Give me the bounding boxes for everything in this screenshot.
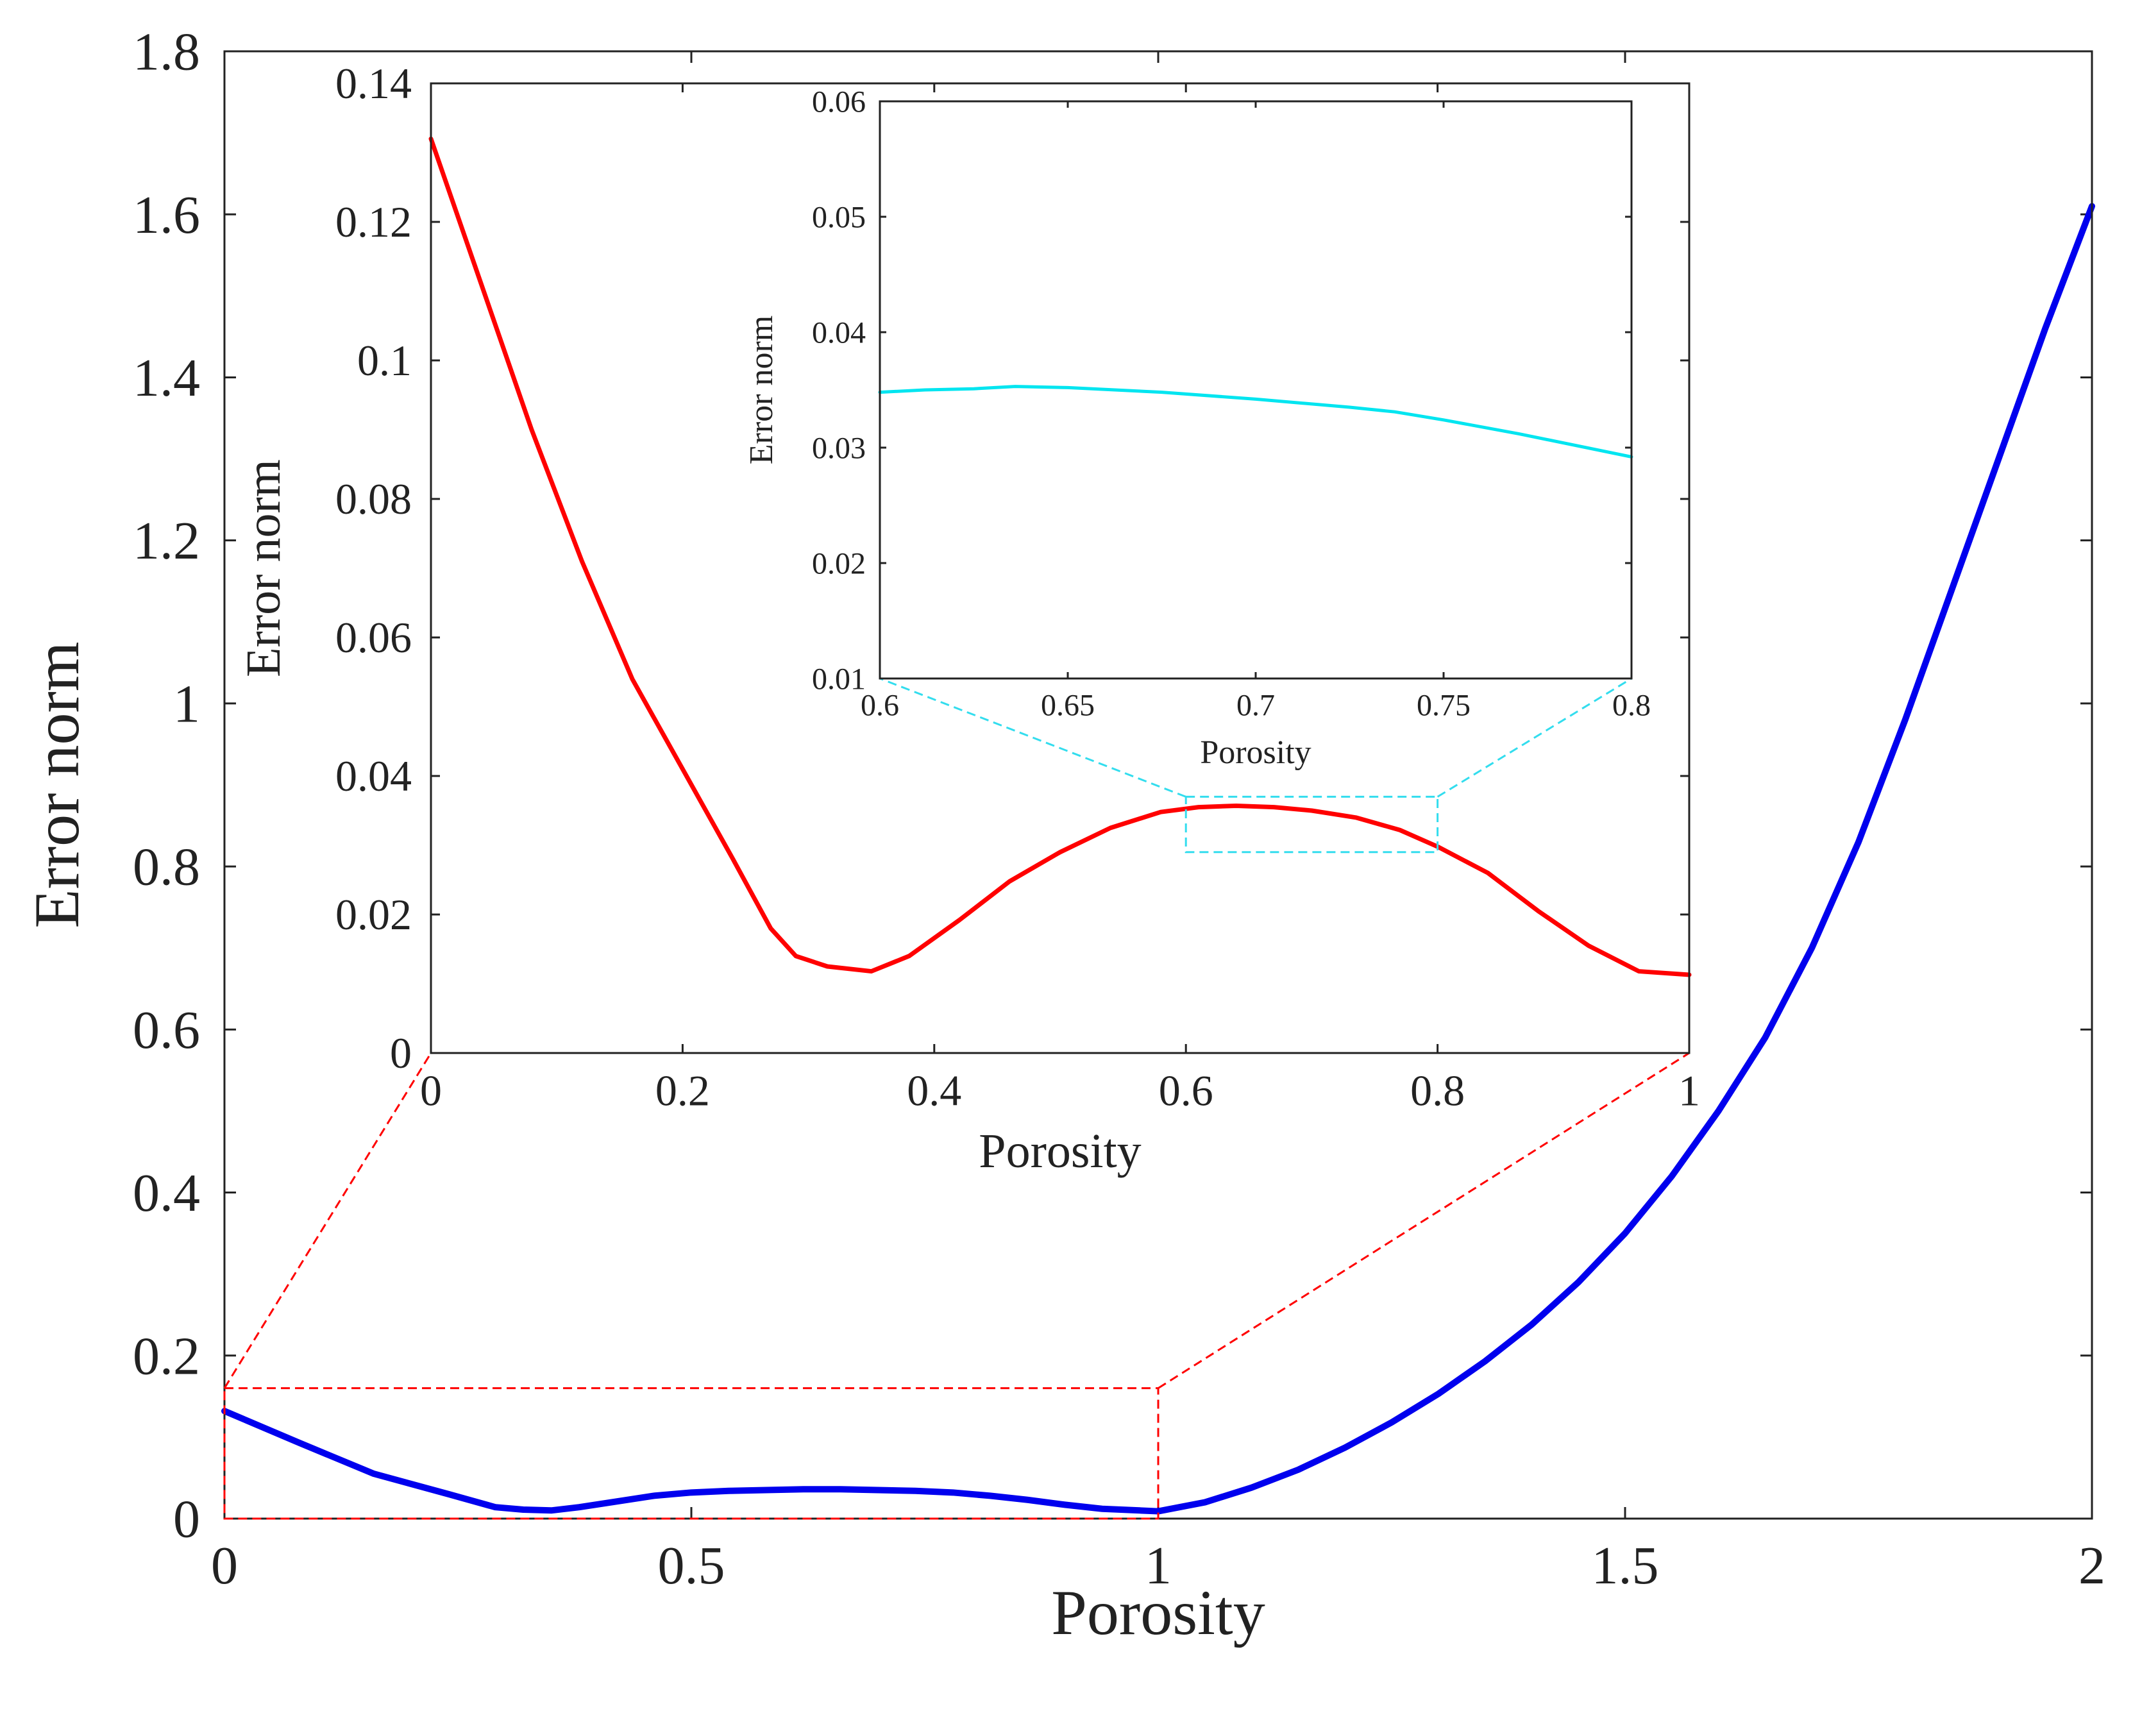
sub-inset-y-tick-label: 0.06: [812, 85, 866, 119]
inset-x-tick-label: 0.8: [1410, 1066, 1465, 1115]
inset-series-line: [428, 136, 1692, 977]
inset-y-tick-label: 0.12: [335, 198, 412, 246]
inset-y-tick-label: 0.04: [335, 752, 412, 800]
main-x-tick-label: 0.5: [658, 1536, 725, 1596]
sub-inset-y-tick-label: 0.01: [812, 662, 866, 696]
inset-x-tick-label: 0: [420, 1066, 442, 1115]
sub-inset-y-tick-label: 0.04: [812, 316, 866, 350]
inset-y-tick-label: 0.08: [335, 475, 412, 523]
sub-inset-y-tick-label: 0.05: [812, 200, 866, 234]
main-y-tick-label: 0.6: [133, 1000, 200, 1060]
inset-y-tick-label: 0.14: [335, 59, 412, 108]
main-y-tick-label: 0.4: [133, 1163, 200, 1223]
inset-x-tick-label: 0.2: [655, 1066, 710, 1115]
main-x-tick-label: 2: [2078, 1536, 2105, 1596]
sub-inset-x-tick-label: 0.75: [1417, 689, 1471, 723]
main-y-tick-label: 0: [173, 1490, 200, 1549]
sub-inset-y-axis-label: Error norm: [743, 316, 780, 464]
inset-x-tick-label: 1: [1678, 1066, 1700, 1115]
sub-inset-x-tick-label: 0.8: [1612, 689, 1651, 723]
main-zoom-box: [223, 1387, 1159, 1520]
main-y-tick-label: 1.6: [133, 185, 200, 245]
sub-inset-x-tick-label: 0.6: [861, 689, 899, 723]
main-y-tick-label: 1: [173, 674, 200, 734]
sub-inset-x-tick-label: 0.65: [1041, 689, 1095, 723]
sub-inset-y-tick-label: 0.02: [812, 546, 866, 580]
main-y-tick-label: 0.2: [133, 1326, 200, 1386]
main-y-axis-label: Error norm: [21, 641, 92, 928]
main-y-tick-label: 0.8: [133, 838, 200, 897]
inset-axes-frame: [430, 82, 1690, 1054]
inset-y-tick-label: 0.02: [335, 890, 412, 939]
main-x-tick-label: 1.5: [1592, 1536, 1659, 1596]
inset-zoom-connector-left: [879, 677, 1186, 798]
sub-inset-panel: 0.6 0.65 0.7 0.75 0.8 0.01 0.02 0.03 0.04 0.05 0.0…: [743, 85, 1651, 771]
sub-inset-x-tick-label: 0.7: [1236, 689, 1275, 723]
inset-y-axis-label: Error norm: [237, 459, 291, 677]
main-x-tick-label: 0: [211, 1536, 238, 1596]
sub-inset-series-line: [878, 385, 1633, 459]
inset-x-tick-label: 0.6: [1159, 1066, 1213, 1115]
inset-y-tick-label: 0.1: [357, 336, 412, 385]
main-zoom-connector-left: [223, 1052, 432, 1389]
inset-zoom-box: [1185, 795, 1439, 854]
main-zoom-connector-right: [1158, 1052, 1690, 1389]
inset-y-tick-label: 0.06: [335, 613, 412, 662]
main-y-tick-label: 1.4: [133, 348, 200, 408]
inset-x-tick-label: 0.4: [907, 1066, 961, 1115]
inset-zoom-connector-right: [1437, 677, 1632, 798]
main-y-tick-label: 1.2: [133, 511, 200, 571]
main-x-axis-label: Porosity: [1051, 1577, 1265, 1648]
inset-zoom-indicator: [879, 677, 1632, 854]
main-series-line: [221, 203, 2095, 1515]
main-y-tick-label: 1.8: [133, 22, 200, 82]
sub-inset-x-axis-label: Porosity: [1200, 734, 1311, 771]
inset-y-tick-label: 0: [390, 1029, 412, 1077]
sub-inset-y-tick-label: 0.03: [812, 431, 866, 465]
sub-inset-plot-background: [880, 101, 1631, 678]
inset-x-axis-label: Porosity: [979, 1124, 1141, 1178]
main-x-tick-label: 1: [1145, 1536, 1172, 1596]
sub-inset-axes-frame: [879, 100, 1633, 680]
main-zoom-indicator: [223, 1052, 1690, 1520]
